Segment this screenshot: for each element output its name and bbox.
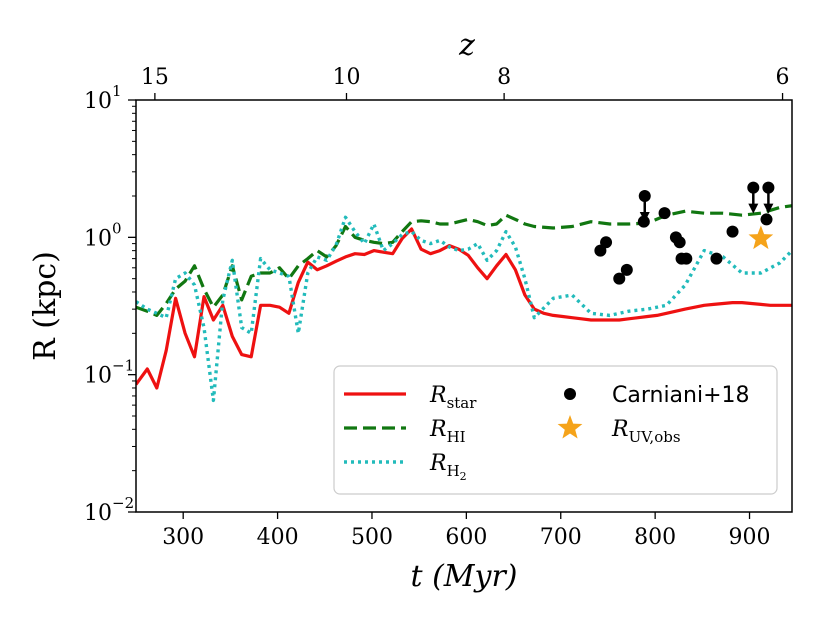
x-tick-label-300: 300 xyxy=(162,525,204,550)
carniani-point-12 xyxy=(760,213,773,226)
x-tick-label-700: 700 xyxy=(540,525,582,550)
y-tick-label-0: 100 xyxy=(84,219,122,251)
plot-frame xyxy=(135,99,793,513)
carniani-limit-arrow-head-0 xyxy=(639,211,650,222)
observation-layer xyxy=(594,181,775,285)
x-tick-label-600: 600 xyxy=(445,525,487,550)
legend: Rstar RHI RH2 Carniani+18 RUV,obs xyxy=(333,365,778,495)
y-axis-title: R (kpc) xyxy=(28,251,63,361)
top-tick-label-6: 6 xyxy=(776,65,790,90)
legend-label-uv-obs: RUV,obs xyxy=(611,417,681,446)
legend-label-h2: RH2 xyxy=(429,451,467,483)
carniani-point-11 xyxy=(726,225,739,238)
carniani-limit-arrow-head-2 xyxy=(763,203,774,214)
legend-label-carniani: Carniani+18 xyxy=(612,383,750,408)
carniani-point-5 xyxy=(658,207,671,220)
carniani-point-3 xyxy=(620,263,633,276)
carniani-point-1 xyxy=(600,236,613,249)
carniani-point-4 xyxy=(637,215,650,228)
x-axis-title: t (Myr) xyxy=(410,559,517,594)
y-tick-label-1: 101 xyxy=(84,82,122,114)
series-layer xyxy=(136,204,792,403)
x-tick-label-800: 800 xyxy=(634,525,676,550)
top-tick-label-15: 15 xyxy=(141,65,169,90)
series-line-h2 xyxy=(136,215,792,403)
carniani-limit-arrow-head-1 xyxy=(748,203,759,214)
legend-swatch-uv-obs xyxy=(557,415,583,439)
legend-box xyxy=(333,365,778,495)
top-tick-label-10: 10 xyxy=(332,65,360,90)
series-line-star xyxy=(136,227,792,390)
y-tick-label-−1: 10−1 xyxy=(84,357,134,389)
carniani-point-7 xyxy=(673,236,686,249)
legend-entries: Rstar RHI RH2 Carniani+18 RUV,obs xyxy=(344,383,750,483)
top-tick-label-8: 8 xyxy=(497,65,511,90)
legend-label-star: Rstar xyxy=(429,383,477,412)
x-tick-label-900: 900 xyxy=(729,525,771,550)
series-line-hi xyxy=(136,204,792,317)
carniani-point-10 xyxy=(710,252,723,265)
x-tick-label-500: 500 xyxy=(351,525,393,550)
legend-swatch-carniani xyxy=(564,388,576,400)
carniani-point-2 xyxy=(613,272,626,285)
uv-obs-star-marker xyxy=(748,225,774,250)
legend-label-hi: RHI xyxy=(429,417,466,446)
ticks-layer: 300 400 500 600 700 800 900 15 10 8 6 10−2 10−1 100 10… xyxy=(84,65,790,550)
carniani-point-9 xyxy=(680,252,693,265)
x-tick-label-400: 400 xyxy=(257,525,299,550)
top-axis-title: z xyxy=(458,28,475,63)
y-tick-label-−2: 10−2 xyxy=(84,494,134,526)
